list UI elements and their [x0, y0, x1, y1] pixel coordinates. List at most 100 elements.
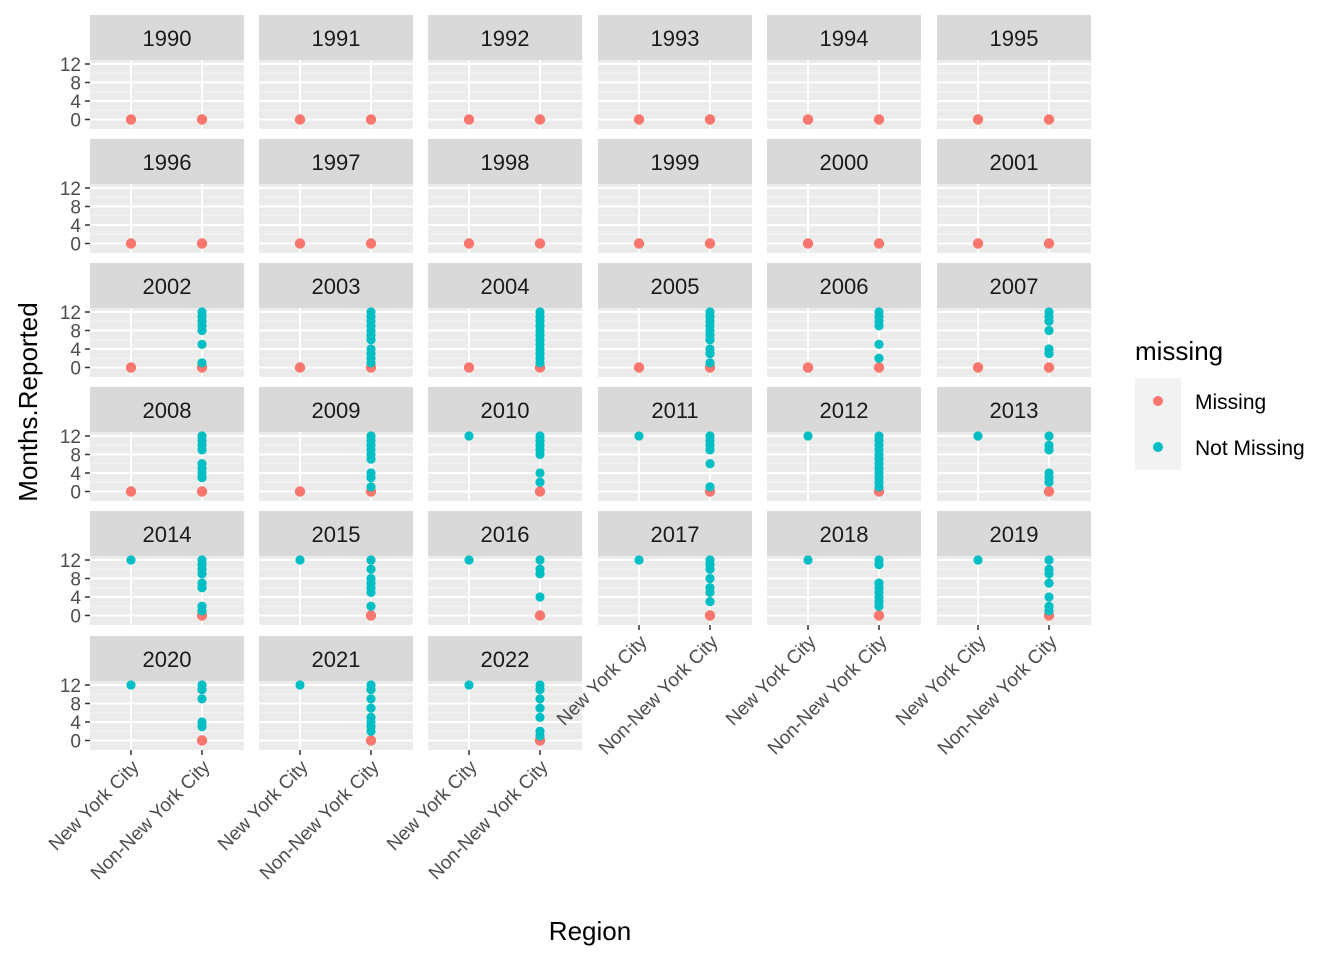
- facet-strip: [428, 15, 582, 60]
- data-point-not-missing: [366, 694, 376, 704]
- facet-strip: [428, 139, 582, 184]
- data-point-missing: [972, 238, 984, 249]
- facet-panel: 2019: [937, 511, 1091, 625]
- data-point-not-missing: [197, 555, 207, 565]
- y-tick-label: 4: [70, 340, 81, 361]
- data-point-not-missing: [366, 680, 376, 690]
- y-tick-label: 8: [70, 198, 81, 219]
- y-tick-label: 12: [60, 179, 81, 200]
- panel-background: [598, 432, 752, 501]
- facet-panel: 1998: [428, 139, 582, 253]
- data-point-missing: [1043, 362, 1055, 373]
- panel-background: [937, 308, 1091, 377]
- facet-panel: 1995: [937, 15, 1091, 129]
- data-point-missing: [802, 114, 814, 125]
- panel-background: [90, 681, 244, 750]
- data-point-missing: [196, 114, 208, 125]
- data-point-missing: [196, 238, 208, 249]
- y-tick-label: 0: [70, 359, 81, 380]
- data-point-not-missing: [197, 307, 207, 317]
- facet-strip-label: 1999: [651, 150, 700, 175]
- facet-strip-label: 2022: [481, 647, 530, 672]
- facet-strip: [767, 511, 921, 556]
- facet-strip-label: 1994: [820, 26, 869, 51]
- data-point-missing: [802, 238, 814, 249]
- facet-strip-label: 2021: [312, 647, 361, 672]
- y-tick-label: 12: [60, 676, 81, 697]
- facet-panel: 2021: [259, 636, 413, 750]
- panel-background: [598, 60, 752, 129]
- facet-panel: 2016: [428, 511, 582, 625]
- data-point-missing: [534, 238, 546, 249]
- facet-strip-label: 1993: [651, 26, 700, 51]
- data-point-not-missing: [705, 459, 715, 469]
- legend-key: [1153, 396, 1163, 406]
- data-point-not-missing: [366, 712, 376, 722]
- panel-background: [767, 60, 921, 129]
- facet-strip: [428, 387, 582, 432]
- facet-strip: [598, 139, 752, 184]
- facet-strip-label: 2002: [143, 274, 192, 299]
- facet-strip-label: 2020: [143, 647, 192, 672]
- facet-panel: 1993: [598, 15, 752, 129]
- panel-background: [90, 432, 244, 501]
- data-point-not-missing: [874, 307, 884, 317]
- data-point-not-missing: [1044, 440, 1054, 450]
- facet-strip-label: 2010: [481, 398, 530, 423]
- data-point-missing: [534, 610, 546, 621]
- facet-strip-label: 1990: [143, 26, 192, 51]
- data-point-not-missing: [874, 353, 884, 363]
- facet-strip-label: 2011: [651, 398, 698, 423]
- facet-panel: 1997: [259, 139, 413, 253]
- data-point-not-missing: [366, 703, 376, 713]
- facet-strip: [259, 15, 413, 60]
- data-point-missing: [633, 362, 645, 373]
- panel-background: [598, 308, 752, 377]
- panel-background: [259, 308, 413, 377]
- facet-strip-label: 2007: [990, 274, 1039, 299]
- panel-background: [937, 60, 1091, 129]
- legend-key: [1153, 442, 1163, 452]
- data-point-not-missing: [803, 431, 813, 441]
- facet-strip-label: 2012: [820, 398, 869, 423]
- legend-title: missing: [1135, 336, 1223, 366]
- data-point-not-missing: [126, 555, 136, 565]
- facet-panel: 2000: [767, 139, 921, 253]
- facet-strip-label: 2018: [820, 522, 869, 547]
- panel-background: [259, 432, 413, 501]
- data-point-not-missing: [705, 597, 715, 607]
- data-point-missing: [365, 114, 377, 125]
- facet-strip-label: 2015: [312, 522, 361, 547]
- data-point-not-missing: [197, 431, 207, 441]
- data-point-missing: [463, 114, 475, 125]
- facet-strip: [428, 263, 582, 308]
- panel-background: [767, 308, 921, 377]
- facet-strip: [259, 387, 413, 432]
- facet-strip: [259, 263, 413, 308]
- data-point-not-missing: [464, 431, 474, 441]
- y-tick-label: 8: [70, 446, 81, 467]
- facet-panel: 2017: [598, 511, 752, 625]
- data-point-not-missing: [366, 344, 376, 354]
- x-axis-title: Region: [549, 916, 631, 946]
- data-point-not-missing: [1044, 592, 1054, 602]
- data-point-not-missing: [705, 555, 715, 565]
- data-point-not-missing: [197, 459, 207, 469]
- facet-strip-label: 2006: [820, 274, 869, 299]
- data-point-not-missing: [535, 477, 545, 487]
- facet-panel: 2004: [428, 263, 582, 377]
- data-point-not-missing: [464, 555, 474, 565]
- data-point-not-missing: [705, 583, 715, 593]
- data-point-missing: [463, 238, 475, 249]
- panel-background: [767, 184, 921, 253]
- facet-panel: 2005: [598, 263, 752, 377]
- facet-panel: 2015: [259, 511, 413, 625]
- data-point-missing: [294, 238, 306, 249]
- panel-background: [598, 556, 752, 625]
- facet-panel: 2018: [767, 511, 921, 625]
- data-point-not-missing: [1044, 578, 1054, 588]
- facet-strip: [598, 387, 752, 432]
- y-tick-label: 0: [70, 111, 81, 132]
